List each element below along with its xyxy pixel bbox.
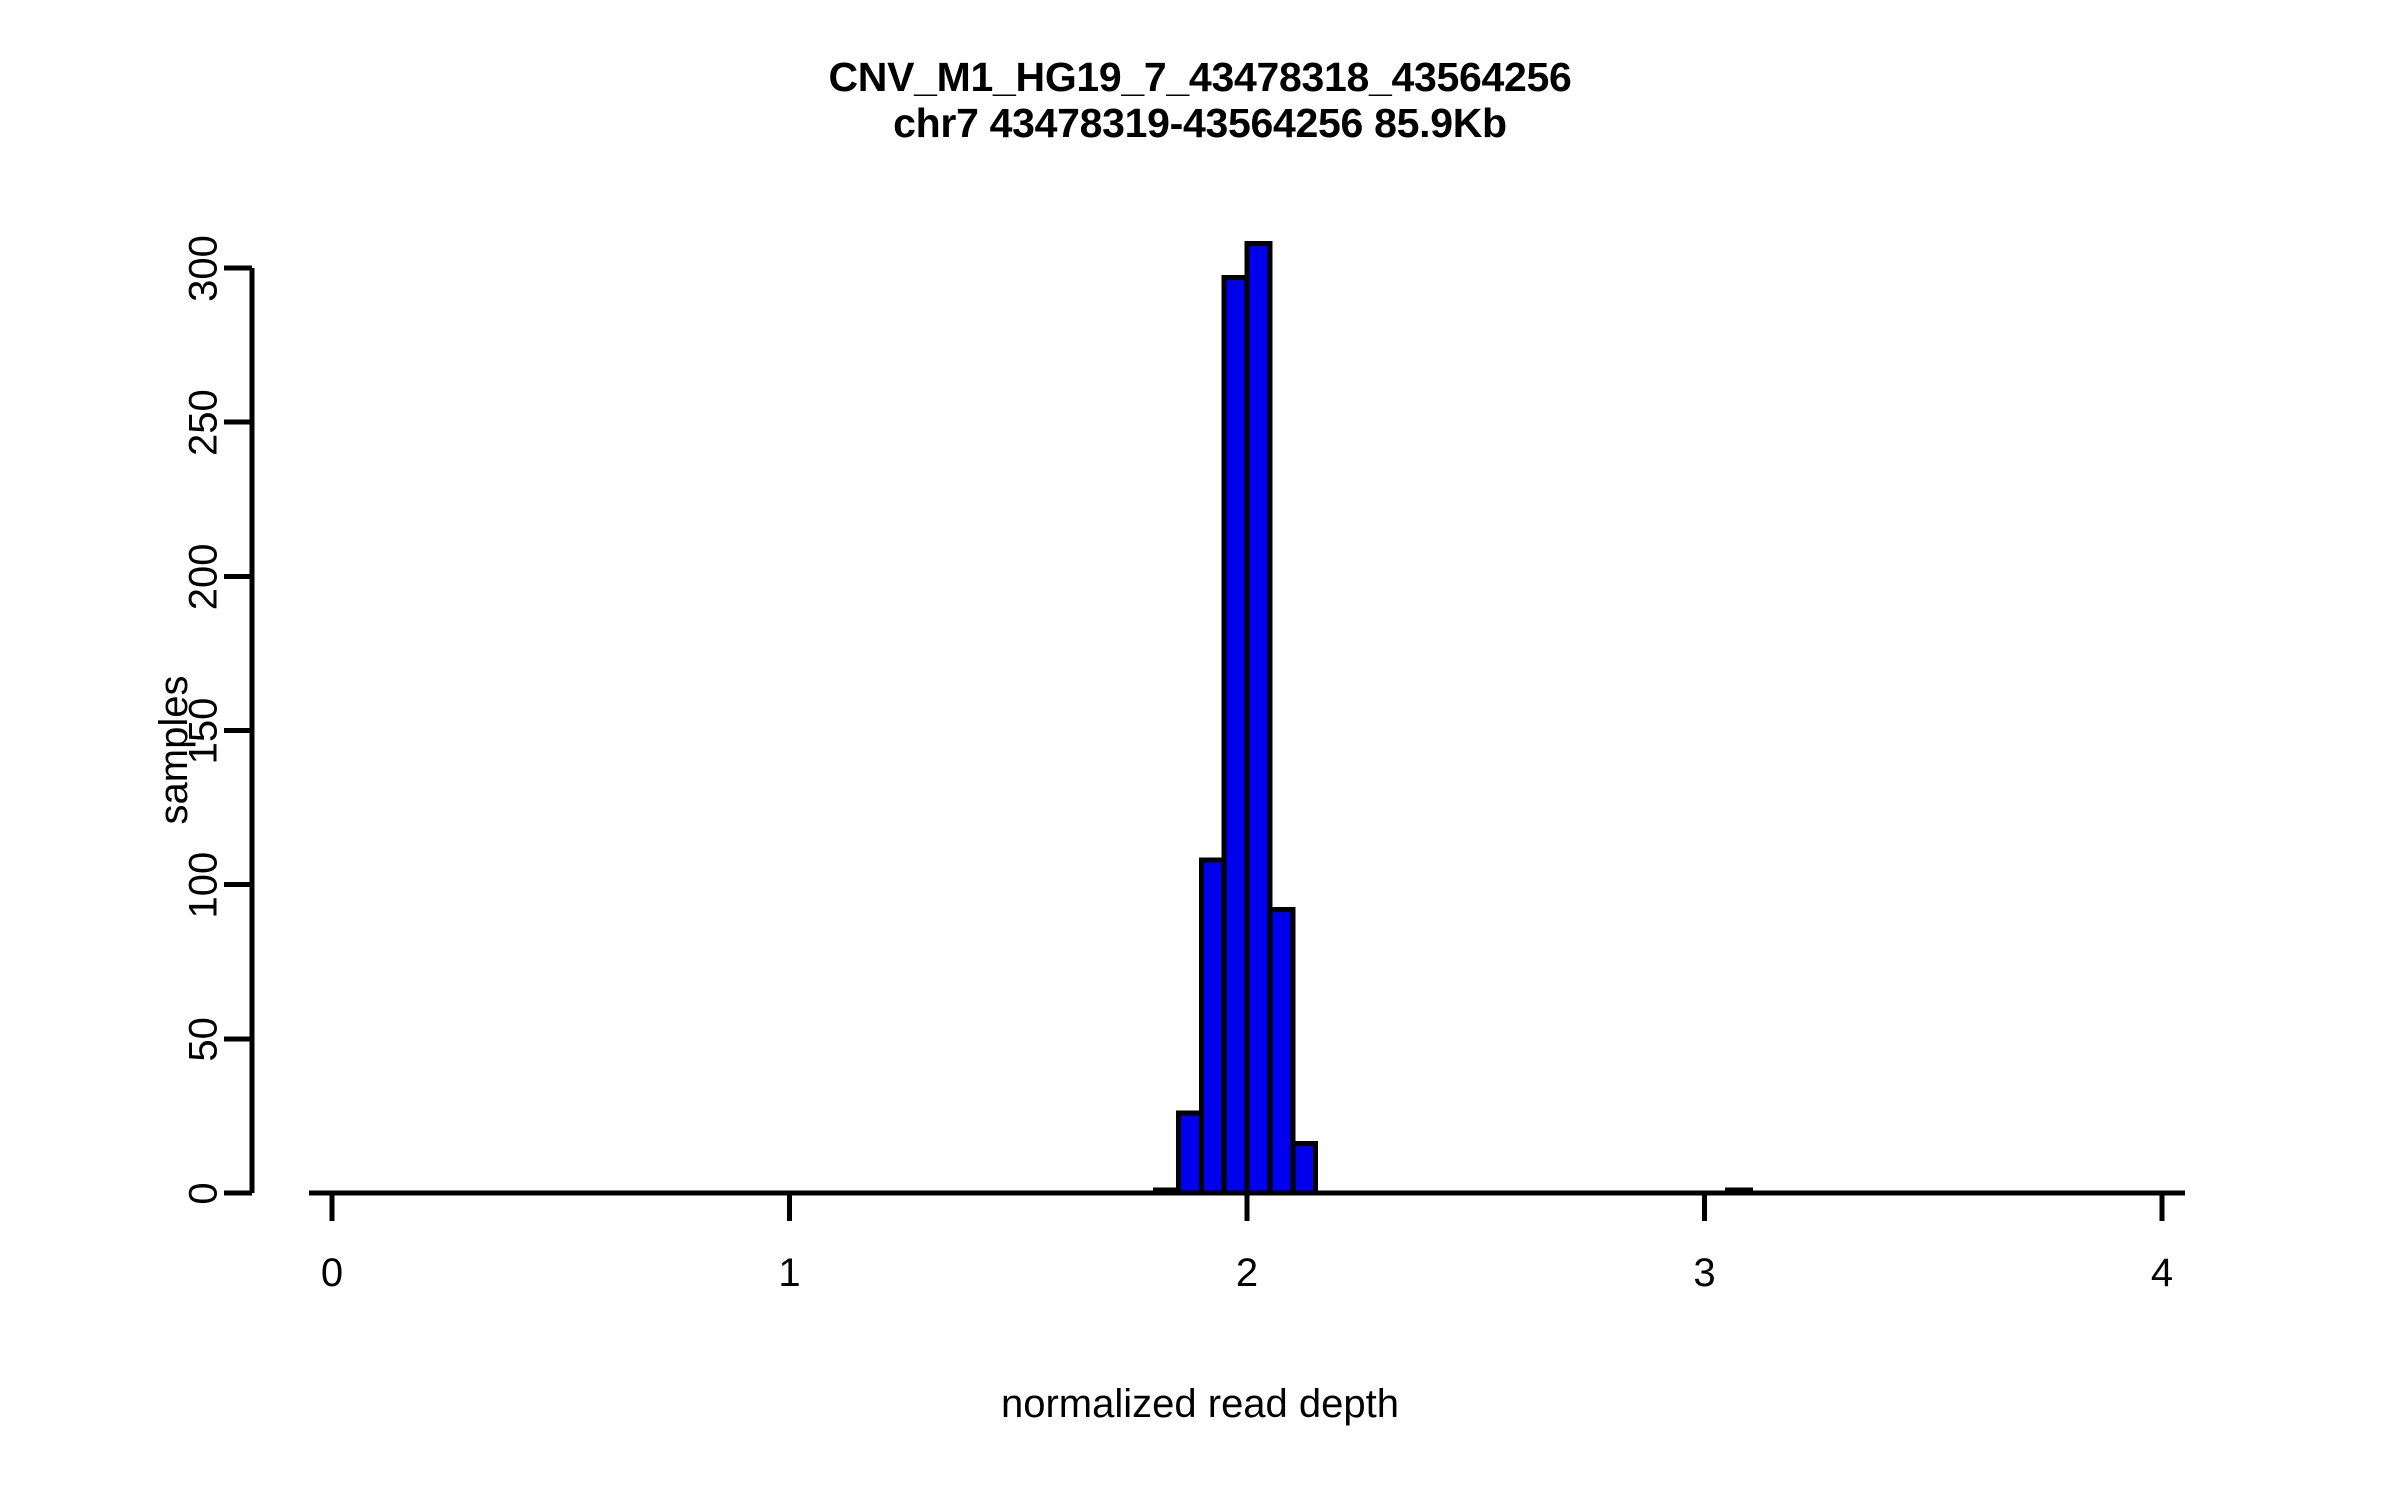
x-axis-title: normalized read depth [1000,1382,1400,1426]
axis-lines [224,265,2185,1221]
histogram-bar [1244,240,1273,1196]
x-axis-tick-label: 1 [778,1251,801,1295]
histogram-bar [1175,1110,1204,1196]
x-axis-tick-label: 2 [1235,1251,1259,1295]
x-axis-tick-label: 3 [1693,1251,1716,1295]
chart-title: CNV_M1_HG19_7_43478318_43564256 chr7 434… [0,54,2400,147]
chart-title-line1: CNV_M1_HG19_7_43478318_43564256 [828,54,1572,100]
histogram-bars [1153,240,1753,1196]
x-axis-tick-label: 0 [320,1251,344,1295]
histogram-bar [1267,906,1296,1196]
chart-title-line2: chr7 43478319-43564256 85.9Kb [893,99,1507,146]
x-axis-tick-label: 4 [2150,1251,2174,1295]
y-axis-title-text: samples [152,675,196,825]
y-axis-title: samples [62,0,287,1500]
histogram-bar [1198,857,1227,1196]
histogram-bar [1290,1141,1319,1196]
histogram-bar [1221,274,1250,1196]
